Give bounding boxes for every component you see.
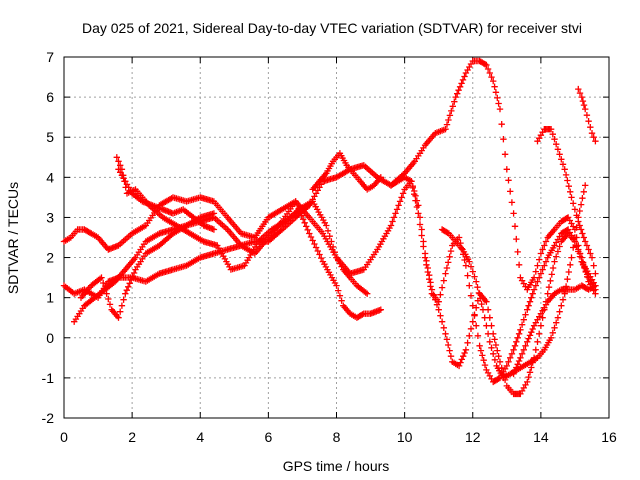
y-tick-label: -1 [42,370,55,386]
series-markers [309,150,384,193]
data-series-5 [77,210,218,321]
x-tick-label: 2 [128,429,136,445]
series-markers [115,166,218,233]
x-tick-label: 16 [601,429,617,445]
y-tick-label: 0 [46,330,54,346]
x-axis-tick-labels: 0 2 4 6 8 10 12 14 16 [60,429,617,445]
x-tick-label: 10 [397,429,413,445]
data-series-8 [534,126,599,277]
y-tick-label: 2 [46,250,54,266]
series-markers [575,85,599,145]
series-markers [60,178,599,398]
chart-title: Day 025 of 2021, Sidereal Day-to-day VTE… [82,20,582,36]
x-axis-label: GPS time / hours [283,458,390,474]
series-markers [77,210,218,321]
data-points [60,57,599,398]
data-series-10 [510,282,599,378]
y-axis-tick-labels: -2 -1 0 1 2 3 4 5 6 7 [42,49,55,426]
data-series-9 [575,85,599,145]
data-series-11 [309,150,384,193]
y-axis-label: SDTVAR / TECUs [5,182,21,294]
y-tick-label: 1 [46,290,54,306]
x-tick-label: 4 [196,429,204,445]
x-tick-label: 0 [60,429,68,445]
y-tick-label: 5 [46,129,54,145]
series-markers [438,182,589,382]
data-series-6 [387,174,599,386]
y-tick-label: 3 [46,209,54,225]
series-markers [510,282,599,378]
x-tick-label: 12 [465,429,481,445]
x-tick-label: 8 [333,429,341,445]
x-tick-label: 6 [264,429,272,445]
y-tick-label: 4 [46,169,54,185]
y-tick-label: 7 [46,49,54,65]
data-series-7 [438,182,589,382]
series-markers [387,174,599,386]
y-tick-label: 6 [46,89,54,105]
plot-frame [63,56,610,419]
series-markers [534,126,599,277]
x-tick-label: 14 [533,429,549,445]
data-series-2 [60,178,599,398]
data-series-12 [115,166,218,233]
y-tick-label: -2 [42,410,55,426]
